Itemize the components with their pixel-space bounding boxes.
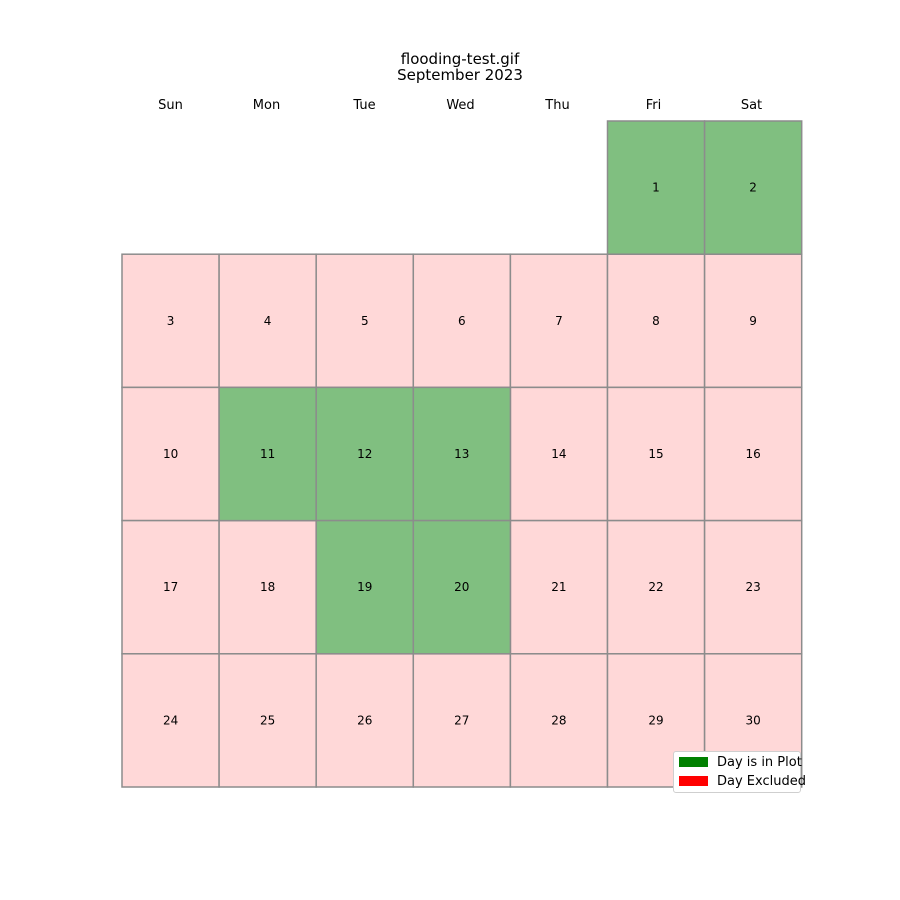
day-number-25: 25	[260, 713, 275, 727]
day-number-16: 16	[745, 447, 760, 461]
weekday-label-wed: Wed	[446, 98, 475, 113]
day-cell-25	[218, 653, 317, 788]
weekday-label-thu: Thu	[545, 98, 570, 113]
day-number-14: 14	[551, 447, 566, 461]
weekday-label-sat: Sat	[740, 98, 763, 113]
day-number-28: 28	[551, 713, 566, 727]
weekday-label-fri: Fri	[645, 98, 662, 113]
day-cell-18	[218, 519, 317, 655]
day-cell-3	[121, 253, 220, 389]
weekday-label-sun: Sun	[158, 98, 183, 113]
day-number-11: 11	[260, 447, 275, 461]
day-number-5: 5	[361, 314, 369, 328]
day-number-9: 9	[749, 314, 757, 328]
day-number-21: 21	[551, 580, 566, 594]
day-number-4: 4	[264, 314, 272, 328]
day-number-7: 7	[555, 314, 563, 328]
day-number-19: 19	[357, 580, 372, 594]
day-number-6: 6	[458, 314, 466, 328]
day-cell-26	[315, 653, 415, 788]
day-cell-5	[315, 253, 415, 389]
day-number-20: 20	[454, 580, 469, 594]
legend-label-excluded: Day Excluded	[717, 773, 806, 789]
day-number-15: 15	[648, 447, 663, 461]
day-cell-6	[412, 253, 512, 389]
day-cell-24	[121, 653, 220, 788]
day-number-26: 26	[357, 713, 372, 727]
day-number-24: 24	[163, 713, 178, 727]
day-cell-2	[703, 120, 803, 255]
legend-item-in-plot: Day is in Plot	[679, 753, 802, 771]
day-cell-21	[509, 519, 609, 655]
day-cell-14	[509, 386, 609, 522]
day-cell-19	[315, 519, 415, 655]
day-number-2: 2	[749, 181, 757, 195]
chart-subtitle: September 2023	[397, 66, 523, 84]
day-number-30: 30	[745, 713, 760, 727]
day-number-29: 29	[648, 713, 663, 727]
day-number-8: 8	[652, 314, 660, 328]
day-cell-17	[121, 519, 220, 655]
legend: Day is in Plot Day Excluded	[673, 751, 806, 793]
day-number-10: 10	[163, 447, 178, 461]
legend-swatch-excluded	[679, 776, 708, 786]
day-cell-8	[606, 253, 706, 389]
day-cell-4	[218, 253, 317, 389]
chart-title: flooding-test.gif	[400, 50, 520, 68]
day-number-1: 1	[652, 181, 660, 195]
legend-swatch-in-plot	[679, 757, 708, 767]
day-cell-20	[412, 519, 512, 655]
day-cell-10	[121, 386, 220, 522]
legend-label-in-plot: Day is in Plot	[717, 754, 802, 770]
legend-item-excluded: Day Excluded	[679, 772, 806, 790]
day-number-13: 13	[454, 447, 469, 461]
day-number-18: 18	[260, 580, 275, 594]
day-cell-16	[703, 386, 803, 522]
day-number-3: 3	[167, 314, 175, 328]
weekday-label-tue: Tue	[353, 98, 376, 113]
day-cell-23	[703, 519, 803, 655]
day-number-22: 22	[648, 580, 663, 594]
day-cell-15	[606, 386, 706, 522]
day-number-23: 23	[745, 580, 760, 594]
day-cell-22	[606, 519, 706, 655]
day-number-17: 17	[163, 580, 178, 594]
day-number-12: 12	[357, 447, 372, 461]
weekday-label-mon: Mon	[252, 98, 281, 113]
day-number-27: 27	[454, 713, 469, 727]
